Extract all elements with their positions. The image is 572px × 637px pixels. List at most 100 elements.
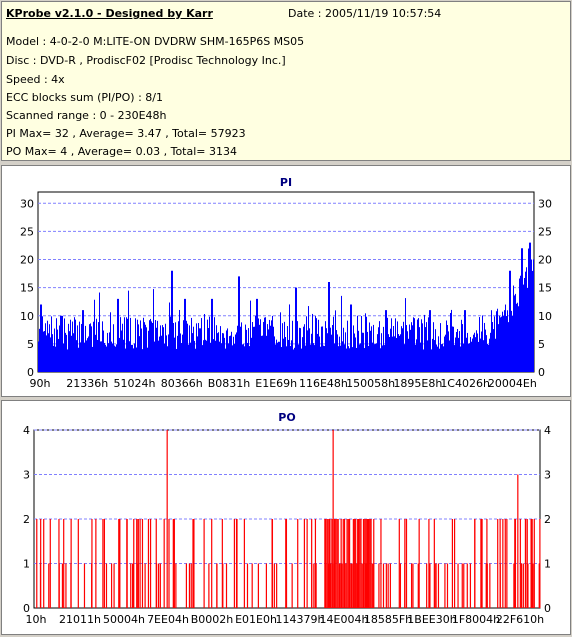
pi-bar	[183, 320, 184, 372]
po-bar	[437, 563, 440, 608]
pi-bar	[74, 317, 75, 372]
pi-bar	[508, 322, 509, 372]
pi-bar	[461, 319, 462, 372]
model-line: Model : 4-0-2-0 M:LITE-ON DVDRW SHM-165P…	[6, 35, 305, 48]
y-tick-label-right: 1	[544, 558, 551, 571]
pi-bar	[507, 310, 508, 372]
pi-bar	[157, 320, 158, 372]
po-bar	[175, 563, 177, 608]
pi-bar	[532, 270, 533, 372]
pi-bar	[49, 324, 50, 372]
pi-chart: PI 0 0 5 5 10 10 15 15 20 20 25 25 30 30 90h 21336h 51024…	[20, 176, 552, 390]
pi-bar	[528, 248, 529, 372]
po-bar	[285, 519, 287, 608]
pi-bar	[296, 287, 297, 372]
po-bar	[330, 563, 332, 608]
pi-bar	[102, 321, 103, 372]
pi-bar	[498, 324, 499, 372]
pi-bar	[172, 270, 173, 372]
po-bar	[110, 563, 113, 608]
pi-bar	[151, 321, 152, 372]
pi-bar	[179, 309, 180, 372]
pi-bar	[491, 310, 492, 372]
pi-bar	[312, 313, 313, 372]
po-bar	[163, 519, 165, 608]
po-bar	[469, 563, 472, 608]
pi-bar	[335, 310, 336, 372]
po-bar	[328, 519, 330, 608]
pi-bar	[518, 306, 519, 372]
pi-bar	[184, 298, 185, 372]
pi-bar	[500, 317, 501, 372]
po-bar	[313, 563, 315, 608]
x-tick-label: 10h	[26, 613, 47, 626]
po-bar	[355, 563, 357, 608]
pi-bar	[512, 315, 513, 372]
pi-bar	[270, 325, 271, 372]
po-bar	[499, 563, 501, 608]
po-bar	[159, 563, 161, 608]
pi-bar	[452, 326, 453, 372]
po-bar	[105, 563, 108, 608]
po-bar	[497, 519, 499, 608]
pi-bar	[51, 316, 52, 372]
pi-bar	[505, 304, 506, 372]
pi-bar	[521, 248, 522, 372]
pi-bar	[387, 317, 388, 372]
po-bar	[398, 519, 400, 608]
po-bar	[192, 563, 194, 608]
po-bar	[233, 519, 236, 608]
po-bar	[502, 519, 504, 608]
y-tick-label-right: 4	[544, 424, 551, 437]
po-bar	[525, 519, 527, 608]
po-bar	[36, 519, 38, 608]
pi-bar	[520, 275, 521, 372]
pi-bar	[204, 314, 205, 372]
po-bar	[173, 519, 175, 608]
chart-title: PI	[280, 176, 292, 189]
y-tick-label-left: 30	[20, 197, 34, 210]
scan-date: Date : 2005/11/19 10:57:54	[288, 7, 442, 20]
pi-bar	[191, 317, 192, 372]
po-bar	[243, 519, 245, 608]
pi-bar	[149, 320, 150, 372]
pi-bar	[135, 318, 136, 372]
po-bar	[446, 563, 449, 608]
pi-bar	[514, 295, 515, 372]
pi-bar	[329, 282, 330, 372]
pi-bar	[428, 317, 429, 372]
pi-bar	[411, 322, 412, 372]
pi-bar	[351, 304, 352, 372]
po-bar	[340, 563, 342, 608]
pi-bar	[175, 322, 176, 372]
pi-bar	[60, 315, 61, 372]
po-bar	[324, 563, 327, 608]
ecc-line: ECC blocks sum (PI/PO) : 8/1	[6, 91, 163, 104]
pi-bar	[282, 323, 283, 372]
pi-bar	[237, 325, 238, 372]
pi-bar	[369, 322, 370, 372]
pi-bar	[499, 315, 500, 372]
pi-bar	[240, 326, 241, 372]
pi-bar	[256, 298, 257, 372]
speed-line: Speed : 4x	[6, 73, 65, 86]
y-tick-label-left: 25	[20, 225, 34, 238]
po-bar	[417, 563, 419, 608]
pi-bar	[373, 324, 374, 372]
po-bar	[387, 563, 389, 608]
pi-bar	[332, 325, 333, 372]
pi-bar	[91, 326, 92, 372]
y-tick-label-right: 15	[538, 282, 552, 295]
po-bar	[352, 519, 354, 608]
pi-bar	[150, 318, 151, 372]
po-bar	[303, 519, 305, 608]
pi-bar	[515, 293, 516, 372]
x-tick-label: 1895E8h	[393, 377, 442, 390]
po-bar	[141, 519, 144, 608]
pi-bar	[391, 318, 392, 372]
pi-bar	[406, 325, 407, 372]
pi-bar	[501, 316, 502, 372]
po-bar	[118, 519, 120, 608]
pi-bar	[169, 302, 170, 372]
y-tick-label-left: 1	[23, 558, 30, 571]
